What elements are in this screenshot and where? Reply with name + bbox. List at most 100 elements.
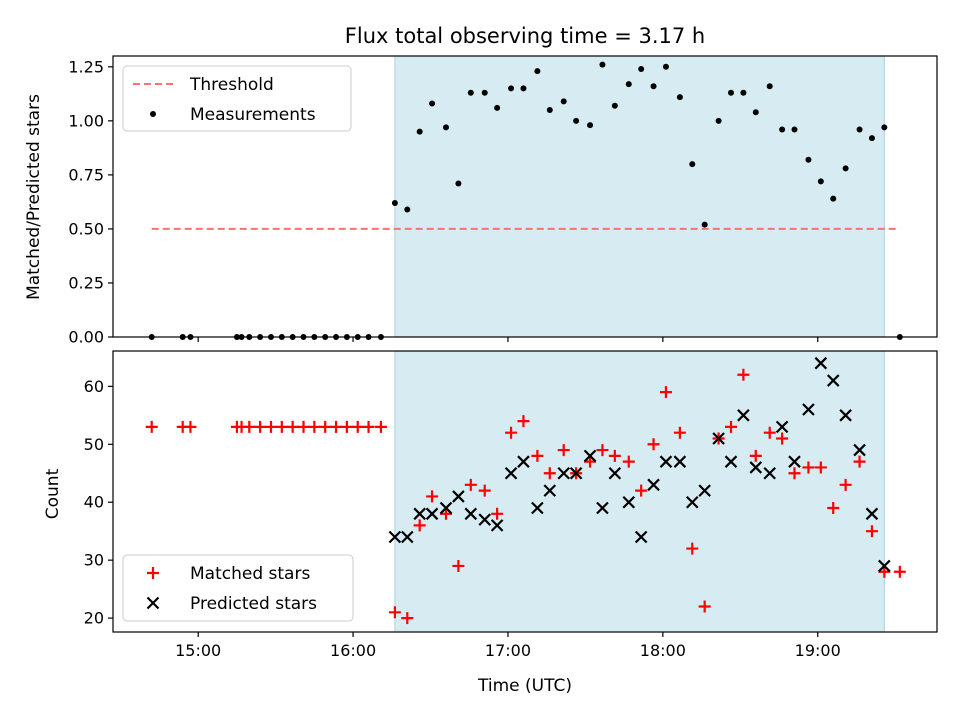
legend-predicted-label: Predicted stars bbox=[190, 594, 317, 614]
y-tick-label: 0.75 bbox=[68, 165, 104, 184]
predicted-star-point bbox=[878, 559, 891, 573]
predicted-star-point bbox=[478, 513, 492, 526]
y-tick-label: 60 bbox=[84, 377, 104, 396]
x-tick-label: 17:00 bbox=[485, 641, 531, 660]
legend-top: Threshold Measurements bbox=[122, 65, 352, 132]
matched-star-point bbox=[319, 420, 332, 433]
predicted-star-point bbox=[814, 356, 828, 370]
legend-measurement-swatch bbox=[150, 111, 156, 117]
predicted-star-point bbox=[712, 432, 725, 445]
measurement-point bbox=[842, 165, 849, 172]
x-tick-label: 19:00 bbox=[795, 641, 841, 660]
measurement-point bbox=[546, 107, 553, 114]
measurement-point bbox=[701, 221, 708, 228]
predicted-star-point bbox=[647, 478, 660, 492]
measurement-point bbox=[587, 122, 594, 129]
matched-star-point bbox=[286, 420, 299, 433]
matched-star-point bbox=[254, 420, 267, 433]
measurement-point bbox=[650, 83, 657, 90]
predicted-star-point bbox=[439, 501, 453, 515]
x-tick-label: 15:00 bbox=[175, 641, 221, 660]
axes-frame bbox=[112, 55, 938, 338]
matched-star-point bbox=[853, 455, 866, 468]
matched-star-point bbox=[478, 484, 491, 497]
measurement-point bbox=[455, 180, 462, 187]
matched-star-point bbox=[340, 420, 353, 433]
predicted-star-point bbox=[698, 484, 711, 497]
measurement-point bbox=[779, 126, 786, 133]
matched-star-point bbox=[763, 426, 776, 439]
measurement-point bbox=[443, 124, 450, 131]
series-matched-stars bbox=[145, 368, 906, 625]
y-tick-label: 40 bbox=[84, 493, 104, 512]
matched-star-point bbox=[531, 449, 544, 462]
y-tick-label: 0.25 bbox=[68, 273, 104, 292]
legend-threshold-label: Threshold bbox=[189, 75, 274, 95]
matched-star-point bbox=[351, 420, 364, 433]
matched-star-point bbox=[401, 612, 414, 625]
observing-span bbox=[394, 55, 885, 338]
matched-star-point bbox=[725, 420, 737, 433]
measurement-point bbox=[868, 135, 875, 142]
matched-star-point bbox=[659, 386, 672, 399]
matched-star-point bbox=[243, 420, 256, 433]
x-axis-label: Time (UTC) bbox=[477, 676, 572, 696]
matched-star-point bbox=[776, 432, 789, 445]
matched-star-point bbox=[596, 444, 609, 457]
measurement-point bbox=[662, 63, 669, 70]
predicted-star-point bbox=[517, 455, 530, 468]
chart-title: Flux total observing time = 3.17 h bbox=[345, 24, 705, 48]
matched-star-point bbox=[608, 449, 621, 462]
matched-star-point bbox=[865, 525, 878, 538]
legend-matched-label: Matched stars bbox=[190, 564, 310, 584]
axes-frame bbox=[112, 350, 938, 633]
predicted-star-point bbox=[531, 501, 544, 515]
predicted-star-point bbox=[673, 455, 687, 468]
matched-star-point bbox=[893, 565, 906, 578]
predicted-star-point bbox=[464, 507, 478, 521]
matched-star-point bbox=[464, 478, 477, 491]
matched-star-point bbox=[839, 478, 852, 491]
measurement-point bbox=[766, 83, 773, 90]
predicted-star-point bbox=[749, 461, 763, 474]
legend-predicted-swatch bbox=[146, 596, 160, 610]
y-tick-label: 0.50 bbox=[68, 219, 104, 238]
predicted-star-point bbox=[504, 466, 518, 480]
matched-star-point bbox=[737, 368, 750, 381]
predicted-star-point bbox=[622, 495, 636, 509]
matched-star-point bbox=[814, 461, 827, 474]
bottom-y-axis-label: Count bbox=[43, 468, 63, 519]
bottom-panel: 20 30 40 50 60 15:00 16:00 17:00 18:00 19:00 Match… bbox=[84, 350, 938, 660]
measurement-point bbox=[481, 89, 488, 96]
predicted-star-point bbox=[724, 455, 738, 468]
measurement-point bbox=[429, 100, 436, 107]
matched-star-point bbox=[374, 420, 387, 433]
legend-measurement-label: Measurements bbox=[190, 105, 316, 125]
predicted-star-point bbox=[401, 530, 414, 544]
predicted-star-point bbox=[775, 420, 789, 434]
predicted-star-point bbox=[802, 403, 815, 416]
measurement-point bbox=[625, 81, 632, 88]
legend-box bbox=[122, 65, 352, 132]
predicted-star-point bbox=[686, 495, 699, 509]
measurement-point bbox=[805, 156, 812, 163]
predicted-star-point bbox=[737, 409, 750, 422]
y-tick-label: 30 bbox=[84, 551, 104, 570]
matched-star-point bbox=[184, 420, 197, 433]
matched-star-point bbox=[145, 420, 158, 433]
y-tick-label: 20 bbox=[84, 609, 104, 628]
matched-star-point bbox=[557, 444, 570, 457]
measurement-point bbox=[830, 195, 837, 202]
y-tick-label: 1.00 bbox=[68, 111, 104, 130]
y-tick-label: 1.25 bbox=[68, 57, 104, 76]
matched-star-point bbox=[635, 484, 648, 497]
legend-box bbox=[122, 554, 354, 622]
y-tick-label: 0.00 bbox=[68, 328, 104, 347]
matched-star-point bbox=[673, 426, 686, 439]
legend-matched-swatch bbox=[147, 567, 159, 579]
predicted-star-point bbox=[853, 443, 866, 457]
matched-star-point bbox=[505, 426, 518, 439]
predicted-star-point bbox=[826, 374, 840, 387]
matched-star-point bbox=[330, 420, 343, 433]
matched-star-point bbox=[517, 415, 530, 428]
